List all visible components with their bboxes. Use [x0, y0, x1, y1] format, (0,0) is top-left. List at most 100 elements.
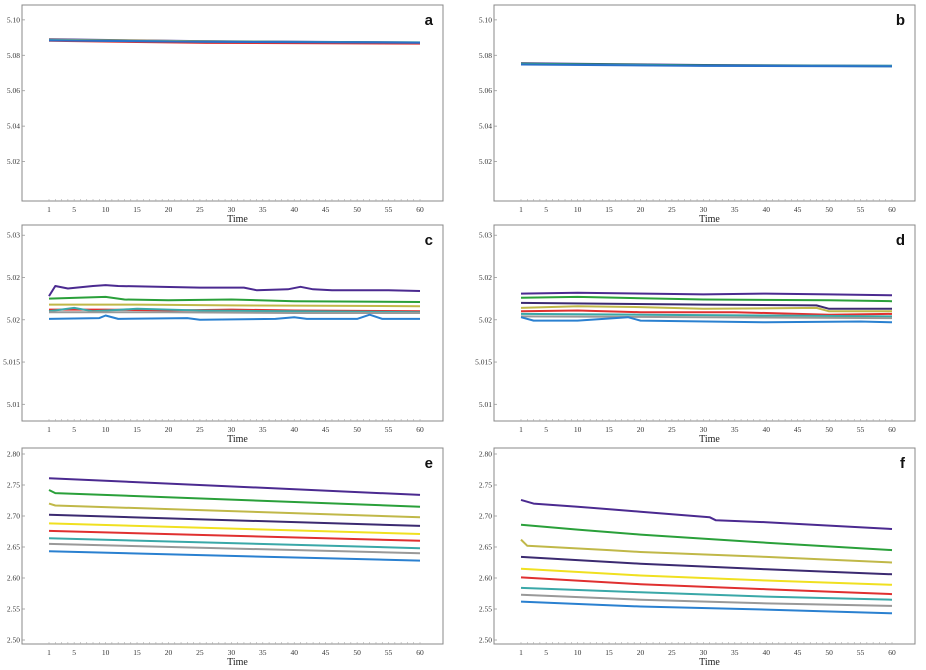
x-tick-label: 25 — [668, 648, 676, 657]
x-tick-label: 15 — [605, 648, 613, 657]
series-line — [520, 576, 893, 596]
y-tick-label: 5.02 — [479, 273, 492, 282]
series-line — [520, 309, 893, 316]
plot-frame — [21, 224, 444, 422]
x-tick-label: 45 — [322, 648, 330, 657]
x-tick-label: 20 — [165, 425, 173, 434]
x-tick-label: 60 — [888, 425, 896, 434]
series-line — [520, 538, 893, 564]
y-tick-label: 2.55 — [7, 605, 20, 614]
y-tick-label: 5.03 — [479, 231, 492, 240]
x-tick-label: 30 — [700, 205, 708, 214]
series-line — [520, 301, 892, 310]
x-tick-label: 35 — [731, 425, 739, 434]
x-tick-label: 5 — [544, 425, 548, 434]
series-line — [520, 305, 892, 313]
series-line — [48, 39, 421, 44]
x-tick-label: 35 — [731, 205, 739, 214]
y-tick-label: 2.65 — [7, 543, 20, 552]
y-tick-label: 5.04 — [479, 122, 492, 131]
chart-panel-e: 2.502.552.602.652.702.752.801 5 10 15 20 25 30… — [7, 447, 444, 668]
x-tick-label: 35 — [731, 648, 739, 657]
plot-frame — [493, 447, 916, 645]
panel-letter: e — [425, 455, 433, 472]
series-line — [520, 291, 893, 297]
x-tick-label: 45 — [322, 425, 330, 434]
plot-frame — [493, 224, 916, 422]
y-tick-label: 5.10 — [479, 15, 492, 24]
y-tick-label: 5.04 — [7, 122, 20, 131]
x-axis-title: Time — [699, 434, 720, 445]
plot-frame — [493, 4, 916, 202]
x-tick-label: 1 — [47, 205, 51, 214]
y-tick-label: 2.70 — [479, 512, 492, 521]
x-axis-title: Time — [699, 214, 720, 225]
x-tick-label: 55 — [385, 425, 393, 434]
y-tick-label: 5.01 — [479, 400, 492, 409]
x-tick-label: 30 — [228, 648, 236, 657]
x-tick-label: 60 — [888, 648, 896, 657]
x-tick-label: 15 — [133, 205, 141, 214]
y-tick-label: 2.75 — [479, 481, 492, 490]
series-line — [48, 529, 421, 542]
y-tick-label: 2.55 — [479, 605, 492, 614]
x-tick-label: 15 — [605, 425, 613, 434]
x-tick-label: 10 — [574, 205, 582, 214]
x-tick-label: 55 — [857, 205, 865, 214]
x-tick-label: 60 — [416, 425, 424, 434]
plot-frame — [21, 4, 444, 202]
y-tick-label: 2.60 — [479, 574, 492, 583]
y-tick-label: 2.80 — [479, 450, 492, 459]
x-tick-label: 25 — [196, 205, 204, 214]
x-tick-label: 45 — [794, 425, 802, 434]
x-tick-label: 20 — [165, 648, 173, 657]
x-tick-label: 5 — [72, 425, 76, 434]
y-tick-label: 5.03 — [7, 231, 20, 240]
series-line — [48, 502, 421, 519]
x-tick-label: 60 — [888, 205, 896, 214]
x-tick-label: 20 — [637, 648, 645, 657]
x-tick-label: 40 — [290, 425, 298, 434]
x-tick-label: 15 — [133, 425, 141, 434]
series-line — [48, 295, 421, 303]
x-tick-label: 5 — [544, 205, 548, 214]
x-axis-title: Time — [227, 657, 248, 668]
series-line — [48, 550, 421, 562]
y-tick-label: 5.10 — [7, 15, 20, 24]
series-line — [48, 284, 421, 297]
x-axis-title: Time — [227, 214, 248, 225]
x-tick-label: 5 — [544, 648, 548, 657]
series-line — [520, 312, 893, 318]
series-line — [520, 316, 893, 324]
panel-letter: f — [900, 455, 906, 472]
y-tick-label: 5.02 — [7, 273, 20, 282]
y-tick-label: 5.015 — [475, 358, 492, 367]
x-tick-label: 55 — [857, 425, 865, 434]
series-line — [520, 523, 893, 552]
y-tick-label: 5.02 — [7, 157, 20, 166]
x-tick-label: 5 — [72, 205, 76, 214]
x-tick-label: 55 — [385, 648, 393, 657]
y-tick-label: 5.06 — [479, 86, 492, 95]
y-tick-label: 5.06 — [7, 86, 20, 95]
series-line — [48, 513, 421, 527]
x-tick-label: 30 — [228, 425, 236, 434]
x-tick-label: 55 — [385, 205, 393, 214]
x-tick-label: 20 — [165, 205, 173, 214]
series-line — [48, 489, 421, 508]
x-tick-label: 30 — [700, 648, 708, 657]
x-tick-label: 50 — [353, 205, 361, 214]
x-tick-label: 60 — [416, 648, 424, 657]
x-tick-label: 50 — [353, 648, 361, 657]
x-tick-label: 1 — [519, 648, 523, 657]
y-tick-label: 5.02 — [479, 315, 492, 324]
y-tick-label: 2.60 — [7, 574, 20, 583]
panel-letter: c — [425, 232, 433, 249]
x-tick-label: 1 — [47, 648, 51, 657]
x-tick-label: 55 — [857, 648, 865, 657]
panel-letter: a — [425, 12, 434, 29]
y-tick-label: 5.02 — [7, 315, 20, 324]
y-tick-label: 5.02 — [479, 157, 492, 166]
